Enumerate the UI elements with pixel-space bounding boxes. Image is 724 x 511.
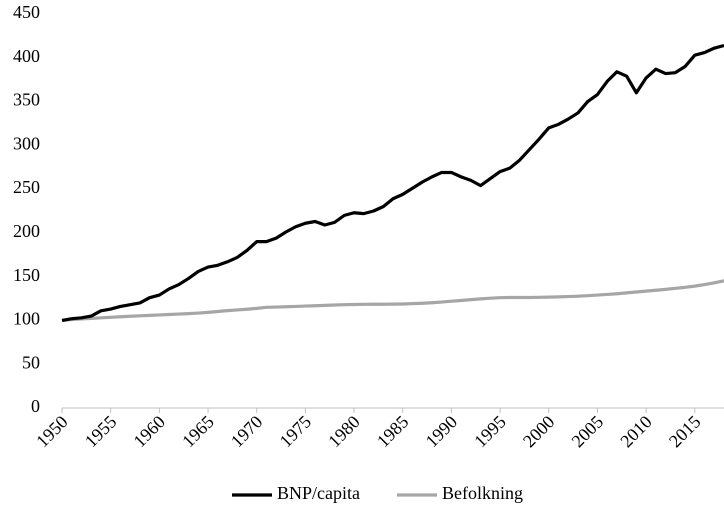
y-tick-label: 450 [13, 2, 40, 22]
y-tick-label: 150 [13, 265, 40, 285]
x-tick-label: 2015 [665, 412, 705, 452]
y-tick-label: 200 [13, 221, 40, 241]
y-tick-label: 250 [13, 177, 40, 197]
legend-label: BNP/capita [277, 483, 360, 503]
y-tick-label: 0 [31, 396, 40, 416]
x-tick-label: 1960 [130, 412, 170, 452]
x-tick-label: 1980 [324, 412, 364, 452]
y-tick-label: 100 [13, 309, 40, 329]
y-tick-label: 50 [22, 352, 40, 372]
y-tick-label: 350 [13, 90, 40, 110]
x-tick-label: 1950 [32, 412, 72, 452]
x-tick-label: 2010 [616, 412, 656, 452]
x-tick-label: 1970 [227, 412, 267, 452]
series-line [61, 43, 724, 323]
legend-label: Befolkning [442, 483, 523, 503]
series-line [61, 279, 724, 323]
x-tick-label: 1955 [81, 412, 121, 452]
y-tick-label: 400 [13, 46, 40, 66]
x-tick-label: 1965 [178, 412, 218, 452]
x-tick-label: 2000 [519, 412, 559, 452]
x-tick-label: 1995 [470, 412, 510, 452]
x-tick-label: 1975 [276, 412, 316, 452]
x-tick-label: 1985 [373, 412, 413, 452]
x-tick-label: 1990 [422, 412, 462, 452]
y-tick-label: 300 [13, 133, 40, 153]
x-tick-label: 2005 [568, 412, 608, 452]
